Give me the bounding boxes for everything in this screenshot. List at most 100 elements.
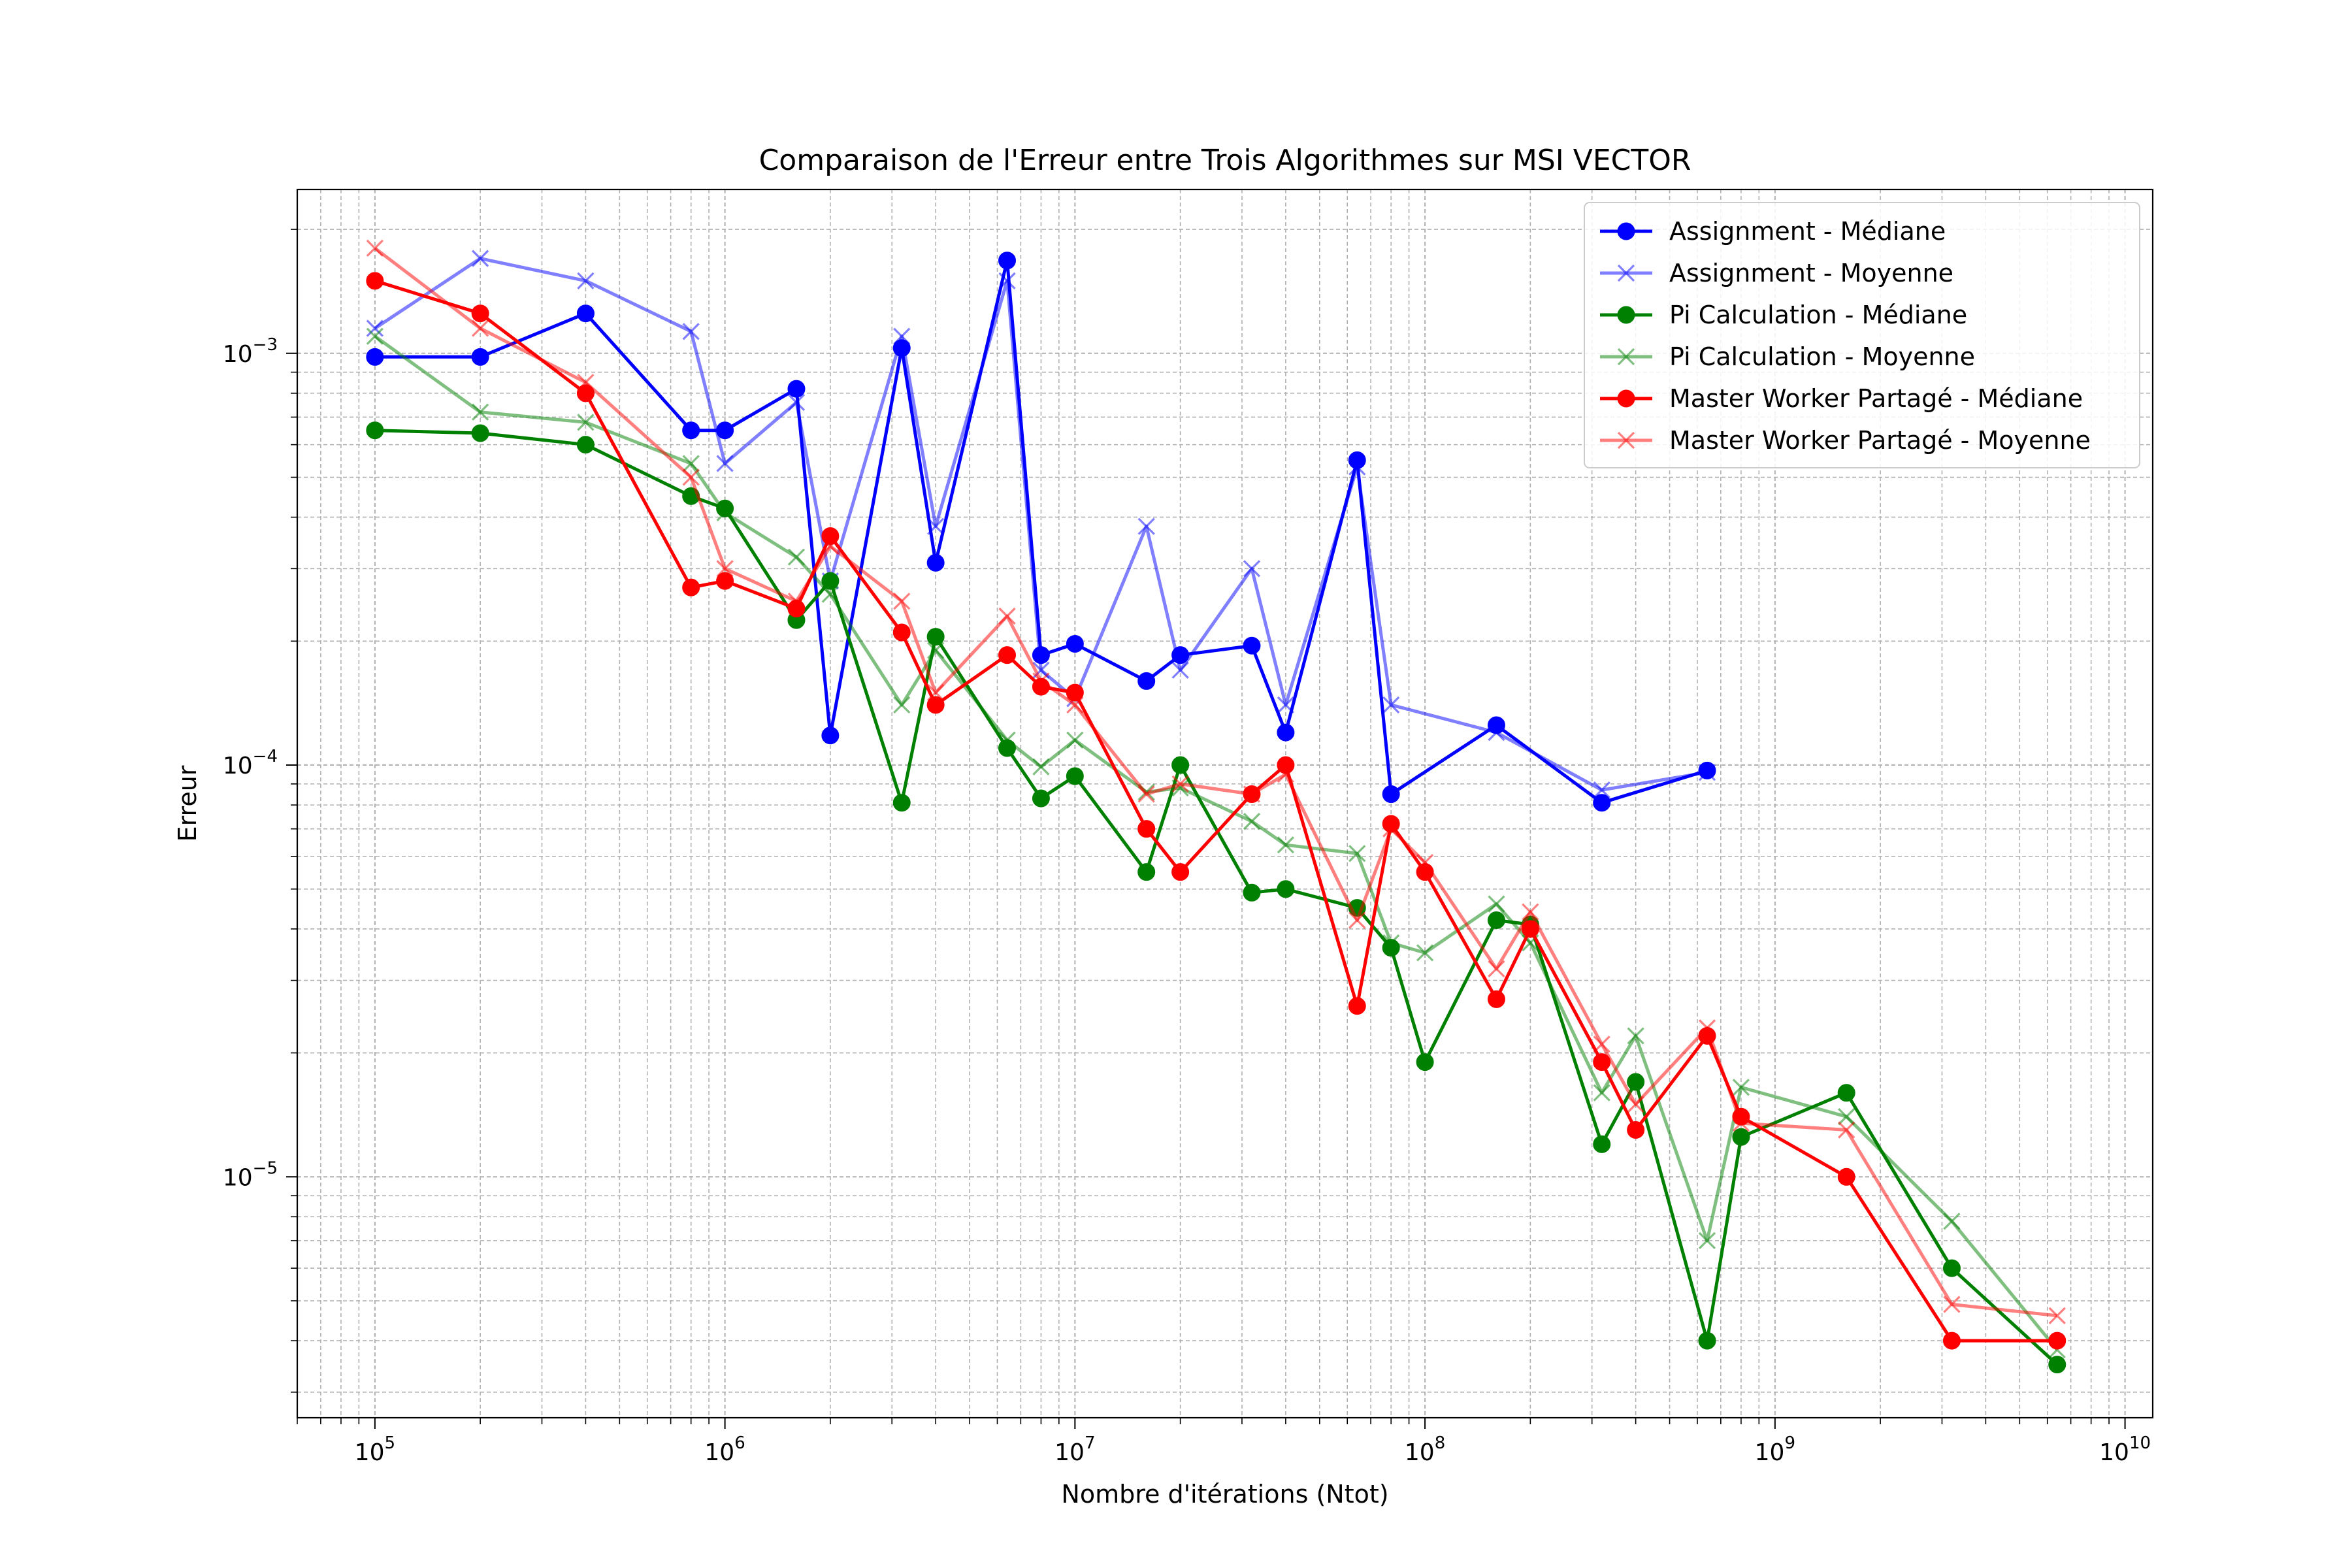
data-point	[1627, 1073, 1645, 1091]
legend-marker	[1617, 306, 1635, 324]
data-point	[1032, 789, 1050, 808]
data-point	[1732, 1115, 1750, 1132]
data-point	[1593, 1084, 1610, 1102]
data-point	[1942, 1331, 1961, 1350]
data-point	[366, 319, 384, 337]
data-point	[366, 421, 384, 440]
data-point	[1487, 990, 1505, 1008]
data-point	[998, 607, 1016, 625]
data-point	[716, 560, 734, 578]
data-point	[1488, 895, 1505, 913]
data-point	[1137, 863, 1156, 881]
data-point	[1243, 883, 1261, 902]
data-point	[1593, 1036, 1610, 1053]
data-point	[926, 696, 945, 714]
data-point	[1348, 997, 1366, 1015]
data-point	[577, 272, 595, 289]
data-point	[366, 272, 384, 290]
data-point	[1277, 756, 1295, 774]
data-point	[821, 727, 840, 745]
data-point	[577, 414, 595, 431]
data-point	[2048, 1307, 2066, 1324]
data-point	[471, 403, 489, 421]
data-point	[1627, 1096, 1644, 1113]
data-point	[1277, 880, 1295, 898]
data-point	[787, 593, 806, 610]
data-point	[1837, 1084, 1855, 1102]
data-point	[1732, 1128, 1750, 1146]
legend-marker	[1617, 222, 1635, 240]
series-5	[366, 239, 2066, 1324]
data-point	[682, 455, 700, 472]
data-point	[1066, 634, 1084, 653]
chart-title: Comparaison de l'Erreur entre Trois Algo…	[759, 144, 1691, 177]
data-point	[366, 239, 384, 257]
x-tick-label: 108	[1405, 1433, 1445, 1466]
data-point	[787, 380, 806, 398]
data-point	[471, 304, 489, 323]
data-point	[366, 327, 384, 345]
data-point	[1698, 1019, 1716, 1037]
legend-marker	[1617, 389, 1635, 408]
data-point	[1137, 785, 1155, 803]
data-point	[682, 468, 700, 486]
data-point	[1382, 820, 1400, 838]
data-point	[1837, 1168, 1855, 1186]
data-point	[1243, 813, 1261, 830]
data-point	[787, 548, 806, 566]
data-point	[1698, 1232, 1716, 1250]
data-point	[1488, 724, 1505, 742]
data-point	[576, 384, 595, 402]
data-point	[716, 572, 734, 590]
series-4	[366, 272, 2066, 1350]
data-point	[1243, 560, 1261, 578]
data-point	[1137, 517, 1155, 535]
data-point	[787, 393, 806, 412]
x-tick-label: 109	[1755, 1433, 1795, 1466]
data-point	[716, 455, 734, 472]
data-point	[927, 642, 945, 659]
data-point	[682, 578, 700, 596]
grid	[297, 189, 2153, 1418]
data-point	[821, 572, 840, 590]
legend-marker	[1617, 431, 1635, 449]
data-point	[1277, 765, 1295, 783]
series-line	[374, 335, 2059, 1351]
data-point	[927, 517, 945, 535]
legend-label: Master Worker Partagé - Moyenne	[1669, 426, 2091, 455]
data-point	[892, 794, 911, 812]
data-point	[366, 348, 384, 366]
legend-entry: Assignment - Moyenne	[1600, 259, 1953, 287]
data-point	[576, 436, 595, 454]
data-point	[1066, 683, 1084, 702]
data-point	[998, 272, 1016, 289]
data-point	[1032, 758, 1050, 776]
legend-label: Pi Calculation - Médiane	[1669, 301, 1967, 329]
data-point	[1243, 636, 1261, 655]
data-point	[1382, 934, 1400, 952]
data-point	[1942, 1259, 1961, 1277]
data-point	[682, 323, 700, 340]
series-line	[374, 279, 2057, 1343]
data-point	[1627, 1120, 1645, 1139]
data-point	[1416, 854, 1434, 872]
x-tick-label: 1010	[2099, 1433, 2151, 1466]
data-point	[1032, 672, 1050, 690]
legend-label: Assignment - Médiane	[1669, 217, 1946, 246]
legend-entry: Assignment - Médiane	[1600, 217, 1946, 246]
axis-ticks: 105 106 107 108 109 1010 10−5 10−4 10−3	[223, 229, 2151, 1466]
data-point	[471, 319, 489, 337]
data-point	[1066, 731, 1084, 749]
x-axis-label: Nombre d'itérations (Ntot)	[1061, 1480, 1388, 1509]
data-point	[1277, 836, 1295, 854]
data-point	[1348, 911, 1366, 929]
data-point	[927, 683, 945, 702]
data-point	[821, 585, 840, 603]
data-point	[821, 527, 840, 545]
data-point	[1171, 863, 1190, 881]
data-point	[1066, 696, 1084, 714]
data-point	[893, 696, 911, 714]
legend-entry: Master Worker Partagé - Moyenne	[1600, 426, 2091, 455]
x-tick-label: 105	[355, 1433, 395, 1466]
